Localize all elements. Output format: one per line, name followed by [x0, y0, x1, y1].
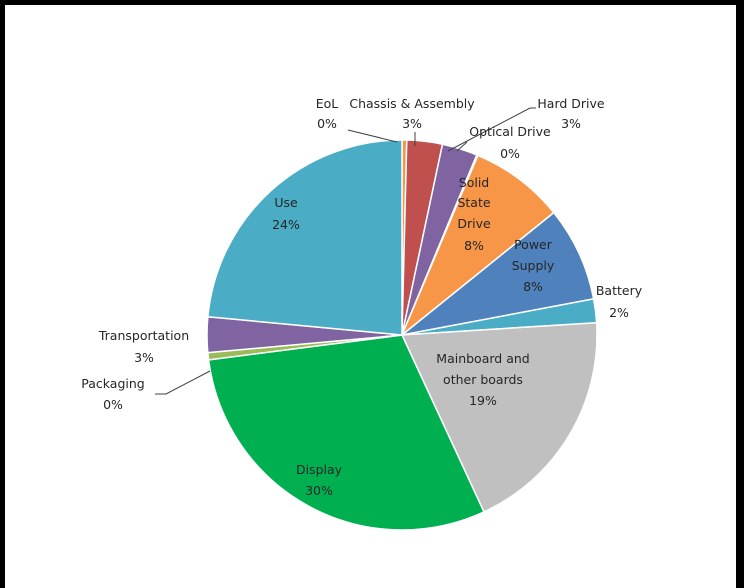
leader-lines: [155, 107, 536, 395]
leader-packaging: [155, 370, 211, 395]
leader-hard-drive: [447, 107, 536, 152]
value-ssd: 8%: [464, 238, 484, 253]
value-chassis-assembly: 3%: [402, 116, 422, 131]
label-chassis-assembly: Chassis & Assembly: [349, 96, 475, 111]
label-mainboard-line-1: Mainboard and: [436, 351, 529, 366]
leader-optical-drive: [456, 141, 468, 152]
label-display: Display: [296, 462, 343, 477]
value-display: 30%: [305, 483, 333, 498]
value-transportation: 3%: [134, 350, 154, 365]
pie-slice-display: [207, 334, 485, 531]
label-packaging: Packaging: [81, 376, 144, 391]
label-power-supply-line-1: Power: [514, 237, 553, 252]
pie-slices: [206, 139, 598, 531]
pie-slice-power-supply: [401, 211, 595, 336]
value-power-supply: 8%: [523, 279, 543, 294]
label-battery: Battery: [596, 283, 643, 298]
value-battery: 2%: [609, 305, 629, 320]
value-optical-drive: 0%: [500, 146, 520, 161]
label-ssd-line-2: State: [457, 195, 490, 210]
pie-slice-use: [207, 139, 403, 336]
pie-slice-solid-state-drive: [401, 154, 555, 336]
label-power-supply-line-2: Supply: [512, 258, 555, 273]
label-ssd-line-1: Solid: [459, 175, 489, 190]
label-use: Use: [274, 195, 298, 210]
label-ssd-line-3: Drive: [457, 216, 491, 231]
label-mainboard-line-2: other boards: [443, 372, 523, 387]
pie-slice-mainboard-and-other-boards: [401, 321, 598, 513]
value-mainboard: 19%: [469, 393, 497, 408]
value-hard-drive: 3%: [561, 116, 581, 131]
leader-eol: [347, 129, 398, 143]
label-hard-drive: Hard Drive: [537, 96, 605, 111]
label-optical-drive: Optical Drive: [469, 124, 551, 139]
value-use: 24%: [272, 217, 300, 232]
label-eol: EoL: [316, 96, 339, 111]
pie-chart: EoL 0% Chassis & Assembly 3% Hard Drive …: [81, 96, 643, 531]
label-transportation: Transportation: [98, 328, 189, 343]
chart-frame: EoL 0% Chassis & Assembly 3% Hard Drive …: [5, 5, 736, 588]
value-eol: 0%: [317, 116, 337, 131]
value-packaging: 0%: [103, 397, 123, 412]
